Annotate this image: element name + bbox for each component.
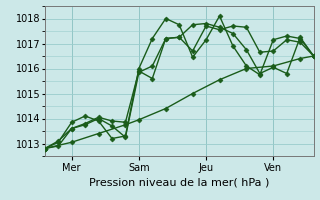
X-axis label: Pression niveau de la mer( hPa ): Pression niveau de la mer( hPa ) bbox=[89, 177, 269, 187]
